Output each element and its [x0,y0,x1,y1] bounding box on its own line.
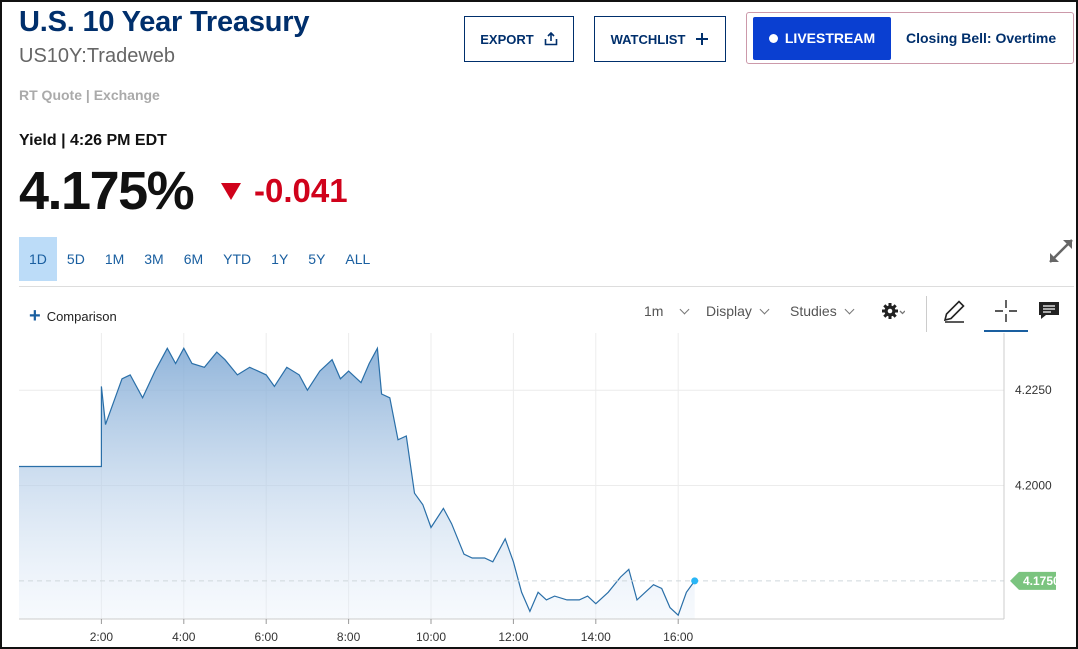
time-range-selector: 1D 5D 1M 3M 6M YTD 1Y 5Y ALL [19,237,380,281]
divider [19,286,1074,287]
toolbar-divider [926,296,927,332]
display-dropdown[interactable]: Display [706,303,770,319]
last-value-label: 4.1750 [1023,574,1060,588]
watchlist-button[interactable]: WATCHLIST [594,16,726,62]
range-1d[interactable]: 1D [19,237,57,281]
range-1m[interactable]: 1M [104,251,125,267]
interval-dropdown[interactable]: 1m [644,303,690,319]
x-tick-label: 14:00 [581,630,611,644]
interval-label: 1m [644,303,664,319]
comment-icon[interactable] [1036,298,1062,324]
livestream-label: LIVESTREAM [784,30,876,46]
chevron-down-icon [680,304,690,315]
y-tick-label: 4.2000 [1015,479,1052,493]
comparison-button[interactable]: + Comparison [29,306,117,326]
livestream-button[interactable]: LIVESTREAM [753,16,891,60]
x-tick-label: 4:00 [172,630,196,644]
range-all[interactable]: ALL [345,251,371,267]
yield-chart[interactable]: 4.2250 4.2000 4.1750 2:00 4:00 6:00 8:00 10:00 1… [19,333,1074,648]
live-show-title[interactable]: Closing Bell: Overtime [906,30,1057,46]
plus-icon [696,33,709,45]
comparison-label: Comparison [46,308,117,324]
down-triangle-icon [221,183,241,200]
price-change: -0.041 [220,172,348,210]
range-ytd[interactable]: YTD [223,251,252,267]
gear-icon[interactable] [879,298,905,324]
range-5y[interactable]: 5Y [308,251,326,267]
change-value: -0.041 [254,172,348,209]
yield-timestamp: Yield | 4:26 PM EDT [19,132,167,149]
y-tick-label: 4.2250 [1015,383,1052,397]
quote-source: RT Quote | Exchange [19,87,160,103]
x-tick-label: 16:00 [663,630,693,644]
studies-label: Studies [790,303,837,319]
expand-icon[interactable] [1046,236,1076,266]
x-tick-label: 2:00 [90,630,114,644]
chevron-down-icon [844,304,855,315]
last-value-badge [1010,571,1056,590]
x-tick-label: 8:00 [337,630,361,644]
symbol-label: US10Y:Tradeweb [19,45,176,67]
range-6m[interactable]: 6M [183,251,204,267]
watchlist-label: WATCHLIST [610,31,686,47]
range-3m[interactable]: 3M [144,251,164,267]
last-point-marker [691,577,699,585]
live-dot-icon [768,33,778,43]
page-title: U.S. 10 Year Treasury [19,6,310,38]
export-button[interactable]: EXPORT [464,16,574,62]
studies-dropdown[interactable]: Studies [790,303,855,319]
x-tick-label: 6:00 [255,630,279,644]
series-line [19,346,696,617]
range-5d[interactable]: 5D [66,251,85,267]
plus-icon: + [29,305,41,327]
display-label: Display [706,303,752,319]
area-fill [19,348,695,619]
crosshair-icon[interactable] [993,298,1019,324]
livestream-panel: LIVESTREAM Closing Bell: Overtime [746,12,1074,64]
x-tick-label: 10:00 [416,630,446,644]
chevron-down-icon [759,304,770,315]
export-label: EXPORT [480,31,534,47]
share-icon [544,32,558,46]
last-price: 4.175% [19,161,195,221]
pencil-icon[interactable] [941,298,967,324]
x-tick-label: 12:00 [498,630,528,644]
crosshair-active-indicator [984,330,1028,332]
range-1y[interactable]: 1Y [271,251,289,267]
